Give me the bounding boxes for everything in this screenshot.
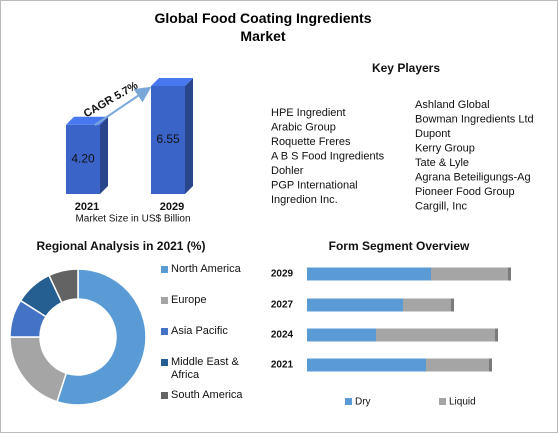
key-player: Dupont <box>415 128 450 140</box>
key-player: Pioneer Food Group <box>415 186 515 198</box>
key-player: Bowman Ingredients Ltd <box>415 113 534 125</box>
x-tick-label: 2021 <box>75 201 99 213</box>
value-label: 4.20 <box>71 152 95 166</box>
legend-swatch <box>161 266 168 273</box>
donut-slice <box>9 336 68 403</box>
key-player: Kerry Group <box>415 142 475 154</box>
bar <box>66 124 100 194</box>
bar-edge <box>508 267 511 281</box>
bar-segment <box>376 328 498 342</box>
legend-swatch <box>161 392 168 399</box>
legend-label: South America <box>171 389 243 401</box>
legend-label: North America <box>171 263 241 275</box>
bar-segment <box>307 358 426 372</box>
legend-label: Asia Pacific <box>171 325 228 337</box>
key-player: A B S Food Ingredients <box>271 150 385 162</box>
page-title: Global Food Coating Ingredients Market <box>154 10 372 44</box>
x-tick-label: 2029 <box>160 201 184 213</box>
bar-segment <box>307 267 431 281</box>
cagr-arrow <box>94 86 152 126</box>
legend-swatch <box>345 398 352 405</box>
value-label: 6.55 <box>156 132 180 146</box>
bar-segment <box>403 298 454 312</box>
chart-title: Form Segment Overview <box>329 239 470 253</box>
key-player: Agrana Beteiligungs-Ag <box>415 171 531 183</box>
legend-swatch <box>439 398 446 405</box>
legend-swatch <box>161 328 168 335</box>
bar-edge <box>495 328 498 342</box>
legend-swatch <box>161 297 168 304</box>
bar-segment <box>307 328 376 342</box>
y-tick-label: 2024 <box>271 330 294 341</box>
key-player: Dohler <box>271 165 304 177</box>
legend-label: Europe <box>171 294 207 306</box>
bar <box>151 86 185 194</box>
bar-edge <box>489 358 492 372</box>
key-players-title: Key Players <box>372 61 440 75</box>
key-player: Ingredion Inc. <box>271 194 338 206</box>
key-player: PGP International <box>271 179 358 191</box>
bar-edge <box>451 298 454 312</box>
legend-label: Dry <box>355 397 371 408</box>
key-player: Ashland Global <box>415 99 490 111</box>
bar-segment <box>307 298 403 312</box>
donut-slice <box>56 268 147 406</box>
x-axis-label: Market Size in US$ Billion <box>75 214 190 225</box>
bar-side <box>185 78 193 194</box>
key-player: Arabic Group <box>271 121 336 133</box>
donut-slice <box>48 268 79 304</box>
bar-side <box>100 116 108 194</box>
legend-swatch <box>161 359 168 366</box>
y-tick-label: 2029 <box>271 269 294 280</box>
key-player: Roquette Freres <box>271 136 351 148</box>
bar-top <box>151 78 193 86</box>
key-player: Cargill, Inc <box>415 200 467 212</box>
key-player: Tate & Lyle <box>415 157 469 169</box>
key-player: HPE Ingredient <box>271 107 346 119</box>
legend-label: Liquid <box>449 397 476 408</box>
legend-label: Middle East & Africa <box>171 356 239 381</box>
bar-segment <box>426 358 492 372</box>
bar-segment <box>431 267 511 281</box>
y-tick-label: 2027 <box>271 300 294 311</box>
chart-title: Regional Analysis in 2021 (%) <box>37 239 206 253</box>
y-tick-label: 2021 <box>271 360 294 371</box>
